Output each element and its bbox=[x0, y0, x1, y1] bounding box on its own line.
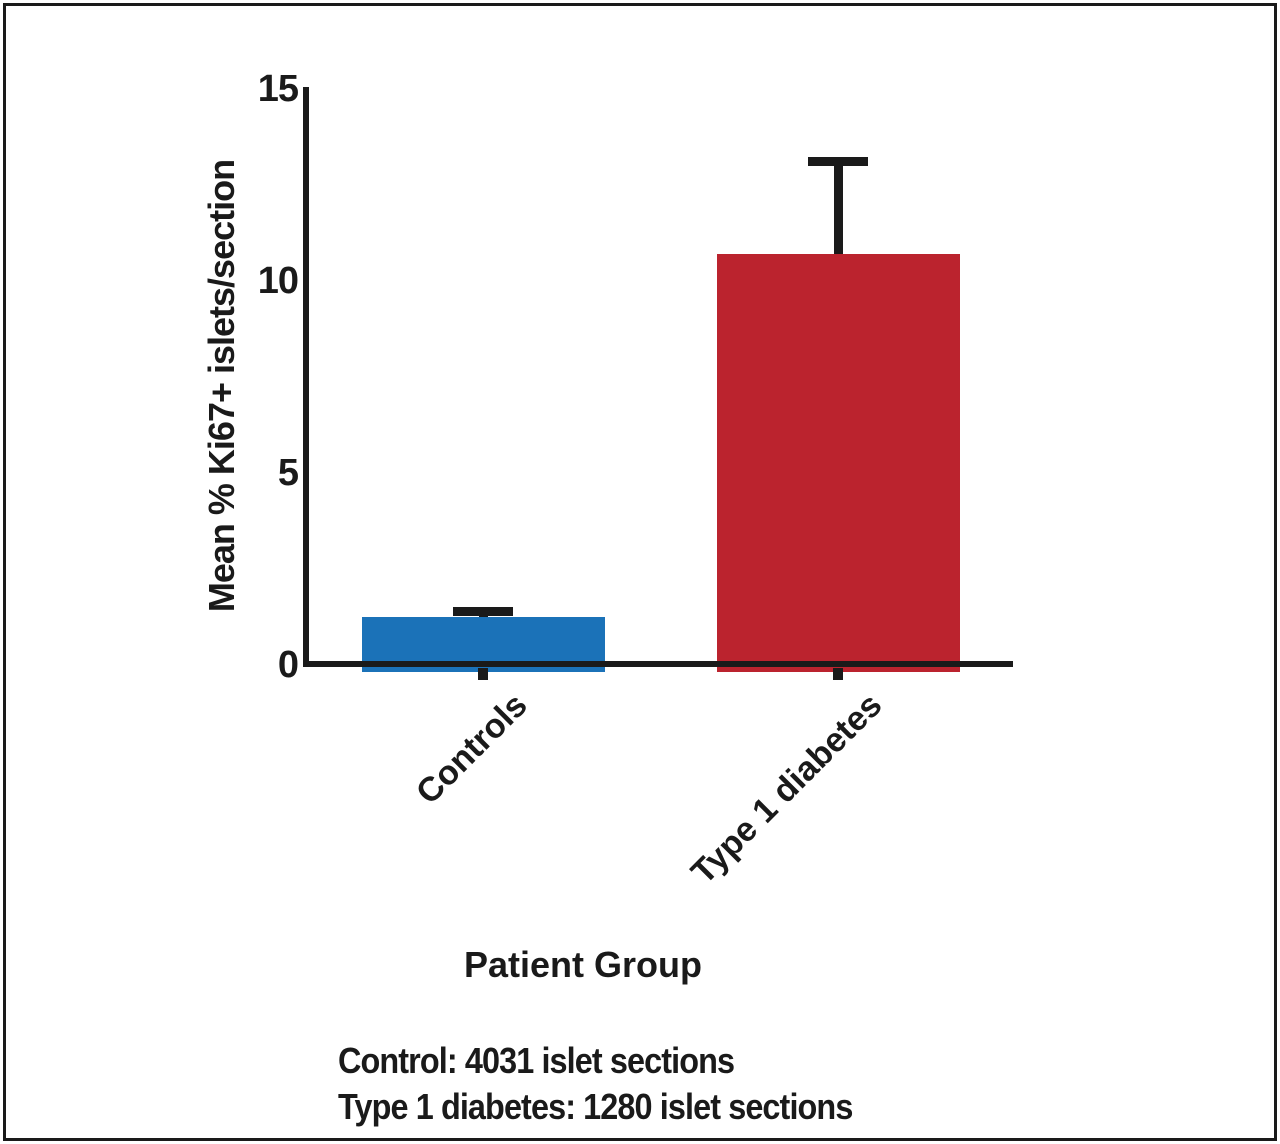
footnote-control: Control: 4031 islet sections bbox=[338, 1040, 735, 1081]
x-tick-label-controls: Controls bbox=[409, 686, 535, 812]
x-axis-line bbox=[303, 661, 1013, 667]
error-bar-type-1-diabetes bbox=[833, 161, 843, 255]
x-tick-mark-controls bbox=[478, 668, 488, 680]
bar-type-1-diabetes bbox=[716, 254, 960, 672]
error-bar-cap-type-1-diabetes bbox=[808, 156, 868, 166]
error-bar-cap-controls bbox=[453, 607, 513, 617]
y-tick-label-0: 0 bbox=[277, 644, 299, 686]
y-tick-label-15: 15 bbox=[257, 68, 299, 110]
x-axis-label: Patient Group bbox=[463, 944, 703, 985]
y-tick-label-10: 10 bbox=[257, 260, 299, 302]
x-tick-mark-type-1-diabetes bbox=[833, 668, 843, 680]
y-axis-label: Mean % Ki67+ islets/section bbox=[201, 159, 242, 613]
footnote-type1-diabetes: Type 1 diabetes: 1280 islet sections bbox=[338, 1086, 853, 1127]
y-axis-line bbox=[303, 87, 309, 667]
y-tick-label-5: 5 bbox=[277, 452, 299, 494]
x-tick-label-type-1-diabetes: Type 1 diabetes bbox=[684, 686, 890, 892]
